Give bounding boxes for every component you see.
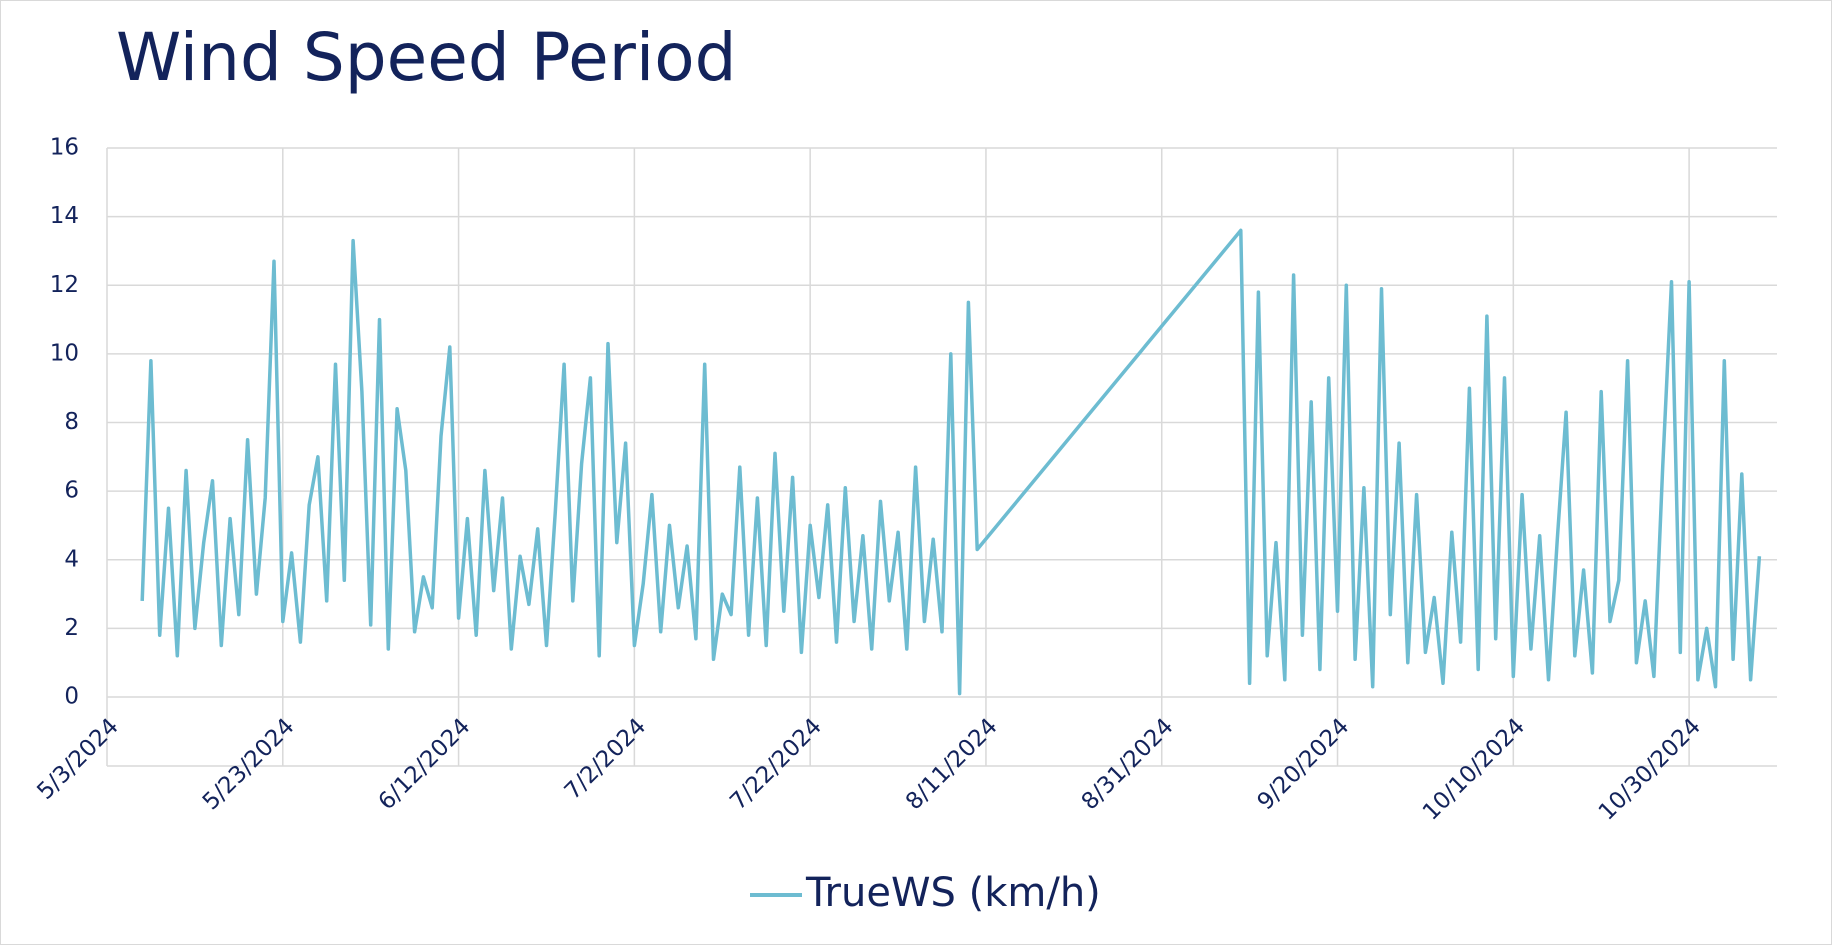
y-tick-label: 14 [50, 203, 79, 229]
legend-label: TrueWS (km/h) [805, 870, 1101, 916]
chart-title: Wind Speed Period [116, 19, 737, 96]
y-tick-label: 6 [64, 478, 79, 504]
y-tick-label: 0 [64, 684, 79, 710]
y-tick-label: 8 [64, 409, 79, 435]
y-tick-label: 4 [64, 546, 79, 572]
y-tick-label: 12 [50, 272, 79, 298]
y-tick-label: 16 [50, 135, 79, 161]
series-line [140, 228, 1762, 696]
y-tick-label: 2 [64, 615, 79, 641]
y-tick-label: 10 [50, 340, 79, 366]
